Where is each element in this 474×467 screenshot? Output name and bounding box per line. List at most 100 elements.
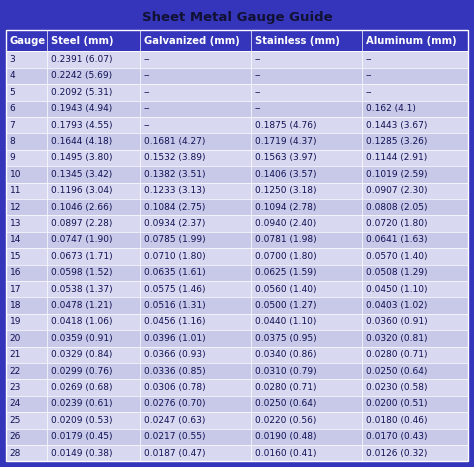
- Bar: [6, 100, 468, 117]
- Bar: [6, 445, 468, 461]
- Text: 19: 19: [9, 318, 21, 326]
- Text: 0.0340 (0.86): 0.0340 (0.86): [255, 350, 316, 359]
- Text: 0.162 (4.1): 0.162 (4.1): [366, 104, 416, 113]
- Text: 0.0575 (1.46): 0.0575 (1.46): [144, 285, 205, 294]
- Bar: [6, 330, 468, 347]
- Text: 5: 5: [9, 88, 15, 97]
- Text: 0.0187 (0.47): 0.0187 (0.47): [144, 449, 205, 458]
- Text: 28: 28: [9, 449, 21, 458]
- Bar: [6, 363, 468, 379]
- Text: 0.0320 (0.81): 0.0320 (0.81): [366, 334, 427, 343]
- Text: 0.0440 (1.10): 0.0440 (1.10): [255, 318, 316, 326]
- Bar: [6, 215, 468, 232]
- Text: 0.0375 (0.95): 0.0375 (0.95): [255, 334, 316, 343]
- Bar: [6, 199, 468, 215]
- Bar: [6, 396, 468, 412]
- Text: 0.1719 (4.37): 0.1719 (4.37): [255, 137, 316, 146]
- Text: 0.0366 (0.93): 0.0366 (0.93): [144, 350, 205, 359]
- Bar: [6, 117, 468, 134]
- Text: Aluminum (mm): Aluminum (mm): [366, 35, 456, 46]
- Text: 0.0160 (0.41): 0.0160 (0.41): [255, 449, 316, 458]
- Text: 0.0250 (0.64): 0.0250 (0.64): [255, 399, 316, 409]
- Text: 0.0269 (0.68): 0.0269 (0.68): [51, 383, 113, 392]
- Text: 0.0418 (1.06): 0.0418 (1.06): [51, 318, 113, 326]
- Text: 0.0747 (1.90): 0.0747 (1.90): [51, 235, 113, 245]
- Text: 0.0808 (2.05): 0.0808 (2.05): [366, 203, 427, 212]
- Text: 0.1084 (2.75): 0.1084 (2.75): [144, 203, 205, 212]
- Text: 0.0940 (2.40): 0.0940 (2.40): [255, 219, 316, 228]
- Bar: [6, 30, 468, 51]
- Text: 0.0516 (1.31): 0.0516 (1.31): [144, 301, 205, 310]
- Text: 0.0310 (0.79): 0.0310 (0.79): [255, 367, 316, 375]
- Text: 0.0625 (1.59): 0.0625 (1.59): [255, 268, 316, 277]
- Bar: [6, 232, 468, 248]
- Text: 8: 8: [9, 137, 15, 146]
- Text: 0.1443 (3.67): 0.1443 (3.67): [366, 120, 427, 130]
- Text: 0.2242 (5.69): 0.2242 (5.69): [51, 71, 112, 80]
- Text: 0.0280 (0.71): 0.0280 (0.71): [255, 383, 316, 392]
- Text: 0.0641 (1.63): 0.0641 (1.63): [366, 235, 427, 245]
- Text: 24: 24: [9, 399, 21, 409]
- Bar: [6, 51, 468, 68]
- Text: 0.1495 (3.80): 0.1495 (3.80): [51, 154, 113, 163]
- Text: 0.0170 (0.43): 0.0170 (0.43): [366, 432, 427, 441]
- Text: 26: 26: [9, 432, 21, 441]
- Text: 0.0478 (1.21): 0.0478 (1.21): [51, 301, 112, 310]
- Text: 0.1046 (2.66): 0.1046 (2.66): [51, 203, 112, 212]
- Text: 0.0500 (1.27): 0.0500 (1.27): [255, 301, 316, 310]
- Text: 0.0180 (0.46): 0.0180 (0.46): [366, 416, 427, 425]
- Text: 0.0336 (0.85): 0.0336 (0.85): [144, 367, 205, 375]
- Text: 0.1681 (4.27): 0.1681 (4.27): [144, 137, 205, 146]
- Text: 22: 22: [9, 367, 21, 375]
- Text: 16: 16: [9, 268, 21, 277]
- Text: 0.1233 (3.13): 0.1233 (3.13): [144, 186, 205, 195]
- Bar: [6, 84, 468, 100]
- Text: 0.0209 (0.53): 0.0209 (0.53): [51, 416, 113, 425]
- Text: 6: 6: [9, 104, 15, 113]
- Text: 0.1875 (4.76): 0.1875 (4.76): [255, 120, 316, 130]
- Text: 11: 11: [9, 186, 21, 195]
- Bar: [6, 429, 468, 445]
- Text: 0.0907 (2.30): 0.0907 (2.30): [366, 186, 427, 195]
- Text: 0.1382 (3.51): 0.1382 (3.51): [144, 170, 205, 179]
- Text: 0.0720 (1.80): 0.0720 (1.80): [366, 219, 427, 228]
- Text: --: --: [366, 55, 372, 64]
- Text: --: --: [366, 88, 372, 97]
- Text: 0.1532 (3.89): 0.1532 (3.89): [144, 154, 205, 163]
- Bar: [6, 297, 468, 314]
- Text: --: --: [144, 120, 150, 130]
- Text: 0.1644 (4.18): 0.1644 (4.18): [51, 137, 112, 146]
- Text: 0.1196 (3.04): 0.1196 (3.04): [51, 186, 113, 195]
- Bar: [6, 183, 468, 199]
- Text: --: --: [144, 55, 150, 64]
- Text: 23: 23: [9, 383, 21, 392]
- Text: 21: 21: [9, 350, 21, 359]
- Text: --: --: [144, 104, 150, 113]
- Text: 0.0700 (1.80): 0.0700 (1.80): [255, 252, 316, 261]
- Bar: [6, 347, 468, 363]
- Text: 0.0230 (0.58): 0.0230 (0.58): [366, 383, 427, 392]
- Text: 0.0359 (0.91): 0.0359 (0.91): [51, 334, 113, 343]
- Text: --: --: [144, 88, 150, 97]
- Text: 0.0403 (1.02): 0.0403 (1.02): [366, 301, 427, 310]
- Bar: [6, 150, 468, 166]
- Text: 0.0456 (1.16): 0.0456 (1.16): [144, 318, 205, 326]
- Bar: [6, 379, 468, 396]
- Text: 0.1144 (2.91): 0.1144 (2.91): [366, 154, 427, 163]
- Text: 4: 4: [9, 71, 15, 80]
- Text: 13: 13: [9, 219, 21, 228]
- Text: Steel (mm): Steel (mm): [51, 35, 114, 46]
- Text: 0.0635 (1.61): 0.0635 (1.61): [144, 268, 205, 277]
- Text: Sheet Metal Gauge Guide: Sheet Metal Gauge Guide: [142, 11, 332, 24]
- Text: --: --: [255, 104, 261, 113]
- Bar: [6, 248, 468, 265]
- Bar: [6, 314, 468, 330]
- Text: 0.0785 (1.99): 0.0785 (1.99): [144, 235, 205, 245]
- Bar: [6, 265, 468, 281]
- Text: 0.0329 (0.84): 0.0329 (0.84): [51, 350, 112, 359]
- Text: 7: 7: [9, 120, 15, 130]
- Text: 17: 17: [9, 285, 21, 294]
- Text: 14: 14: [9, 235, 21, 245]
- Text: 0.1406 (3.57): 0.1406 (3.57): [255, 170, 316, 179]
- Text: Stainless (mm): Stainless (mm): [255, 35, 339, 46]
